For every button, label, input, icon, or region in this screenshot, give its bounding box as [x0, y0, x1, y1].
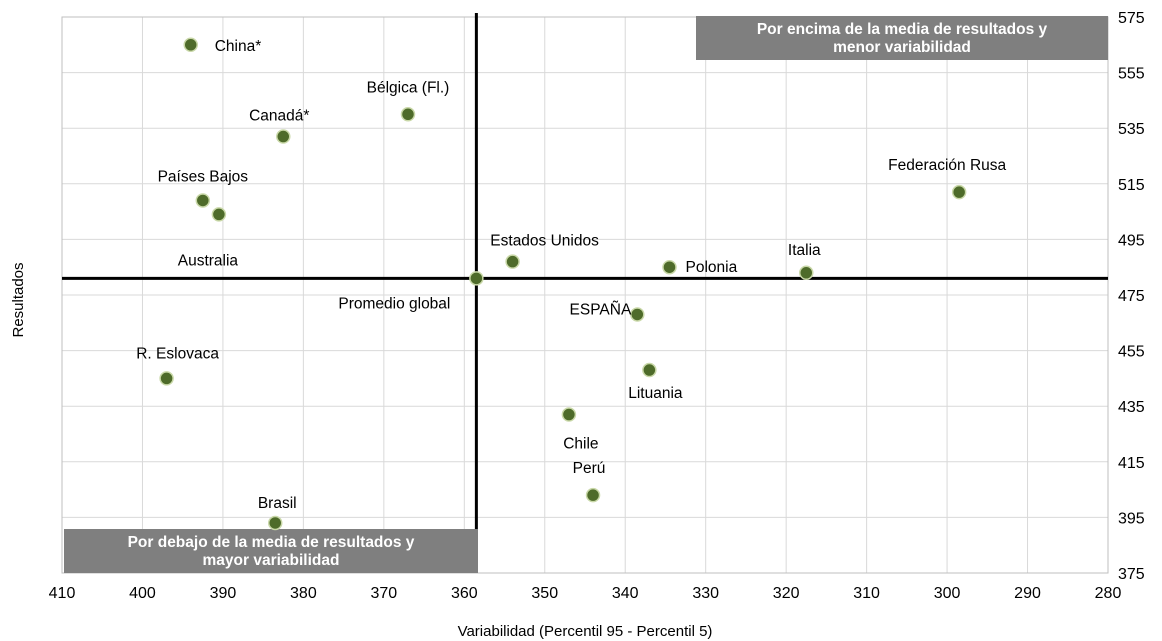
y-tick-label: 395 — [1118, 510, 1145, 527]
point-label-belgica-fl: Bélgica (Fl.) — [367, 79, 450, 96]
point-label-espana: ESPAÑA — [570, 301, 632, 318]
data-points — [159, 37, 967, 531]
x-tick-label: 370 — [370, 585, 397, 602]
point-label-polonia: Polonia — [685, 259, 737, 276]
data-point-r-eslovaca — [159, 371, 174, 386]
y-tick-label: 555 — [1118, 66, 1145, 83]
x-tick-label: 300 — [934, 585, 961, 602]
point-label-peru: Perú — [573, 460, 606, 477]
x-tick-label: 410 — [49, 585, 76, 602]
y-tick-label: 535 — [1118, 121, 1145, 138]
y-tick-label: 515 — [1118, 177, 1145, 194]
x-axis-title: Variabilidad (Percentil 95 - Percentil 5… — [458, 623, 713, 640]
annotation-text: Por debajo de la media de resultados y — [128, 534, 415, 551]
annotation-text: menor variabilidad — [833, 39, 971, 56]
point-label-australia: Australia — [178, 252, 239, 269]
reference-point — [469, 271, 484, 286]
plot-frame — [61, 16, 1109, 574]
data-point-australia — [211, 207, 227, 222]
data-point-espana — [630, 307, 645, 322]
plot-border — [61, 16, 1109, 574]
annotation-text: Por encima de la media de resultados y — [757, 21, 1048, 38]
data-point-canada — [276, 129, 291, 144]
point-label-chile: Chile — [563, 436, 598, 453]
reference-label: Promedio global — [338, 295, 450, 312]
annotation-box — [64, 529, 478, 573]
x-tick-label: 360 — [451, 585, 478, 602]
x-tick-label: 280 — [1095, 585, 1122, 602]
annotation-box — [696, 16, 1108, 60]
y-tick-label: 415 — [1118, 455, 1145, 472]
point-label-china: China* — [215, 38, 262, 55]
y-tick-label: 435 — [1118, 399, 1145, 416]
point-label-canada: Canadá* — [249, 108, 309, 125]
y-tick-label: 375 — [1118, 566, 1145, 583]
data-point-chile — [561, 407, 577, 422]
x-tick-label: 310 — [853, 585, 880, 602]
point-label-paises-bajos: Países Bajos — [158, 168, 249, 185]
y-tick-label: 495 — [1118, 232, 1145, 249]
point-label-r-eslovaca: R. Eslovaca — [136, 345, 219, 362]
data-point-belgica-fl — [400, 107, 416, 122]
x-tick-labels: 410 400 390 380 370 360 350 340 330 320 310 300 290 2… — [49, 585, 1122, 602]
x-tick-label: 340 — [612, 585, 639, 602]
annotation-text: mayor variabilidad — [203, 552, 340, 569]
annotations: Por encima de la media de resultados yme… — [64, 16, 1108, 573]
point-label-estados-unidos: Estados Unidos — [490, 233, 599, 250]
y-axis-title: Resultados — [10, 262, 27, 337]
data-point-polonia — [662, 259, 677, 275]
point-label-italia: Italia — [788, 242, 821, 259]
point-label-lituania: Lituania — [628, 385, 683, 402]
x-tick-label: 290 — [1014, 585, 1041, 602]
x-tick-label: 320 — [773, 585, 800, 602]
point-label-federacion-rusa: Federación Rusa — [888, 157, 1006, 174]
point-labels: China* Bélgica (Fl.) Canadá* Países Bajos Au… — [136, 38, 1006, 512]
x-tick-label: 380 — [290, 585, 317, 602]
y-tick-label: 475 — [1118, 288, 1145, 305]
x-tick-label: 400 — [129, 585, 156, 602]
y-tick-label: 575 — [1118, 10, 1145, 27]
data-point-italia — [799, 265, 814, 281]
y-tick-label: 455 — [1118, 344, 1145, 361]
y-tick-labels: 375 395 415 435 455 475 495 515 535 555 575 — [1118, 10, 1145, 583]
data-point-peru — [585, 487, 601, 503]
data-point-estados-unidos — [505, 254, 520, 269]
data-point-brasil — [267, 515, 283, 531]
reference-lines — [62, 13, 1108, 573]
data-point-paises-bajos — [195, 193, 211, 208]
data-point-lituania — [642, 362, 657, 378]
data-point-federacion-rusa — [951, 184, 967, 200]
data-point-china — [183, 37, 198, 53]
point-label-brasil: Brasil — [258, 495, 297, 512]
grid — [61, 16, 1109, 574]
x-tick-label: 390 — [210, 585, 237, 602]
x-tick-label: 350 — [531, 585, 558, 602]
x-tick-label: 330 — [692, 585, 719, 602]
